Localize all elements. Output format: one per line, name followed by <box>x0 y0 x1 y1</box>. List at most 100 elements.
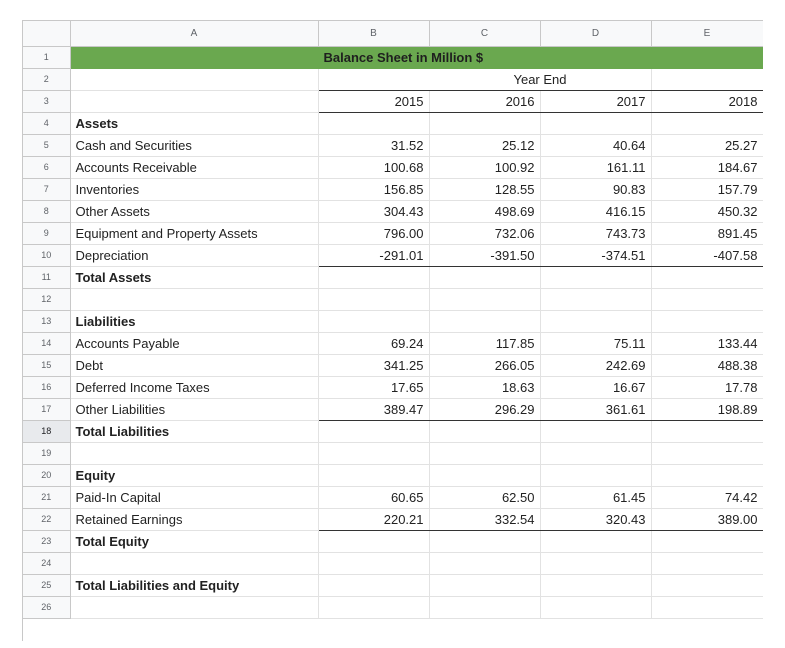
cell[interactable] <box>540 420 652 443</box>
cell[interactable] <box>651 266 763 289</box>
row-header[interactable]: 24 <box>23 552 71 575</box>
row-header[interactable]: 23 <box>23 530 71 553</box>
column-header-d[interactable]: D <box>540 21 652 47</box>
cell[interactable] <box>429 266 541 289</box>
cell[interactable] <box>651 112 763 135</box>
cell[interactable] <box>429 420 541 443</box>
value-cell[interactable]: 242.69 <box>540 354 652 377</box>
cell[interactable] <box>651 464 763 487</box>
row-label-cell[interactable]: Equipment and Property Assets <box>70 222 319 245</box>
value-cell[interactable]: 17.65 <box>318 376 430 399</box>
value-cell[interactable]: -407.58 <box>651 244 763 267</box>
value-cell[interactable]: 100.68 <box>318 156 430 179</box>
value-cell[interactable]: 891.45 <box>651 222 763 245</box>
value-cell[interactable]: 128.55 <box>429 178 541 201</box>
value-cell[interactable]: 17.78 <box>651 376 763 399</box>
value-cell[interactable]: 133.44 <box>651 332 763 355</box>
row-label-cell[interactable]: Inventories <box>70 178 319 201</box>
row-header[interactable]: 25 <box>23 574 71 597</box>
cell[interactable] <box>318 530 430 553</box>
cell[interactable] <box>318 442 430 465</box>
cell-d1[interactable] <box>540 46 652 69</box>
cell[interactable] <box>70 552 319 575</box>
value-cell[interactable]: 18.63 <box>429 376 541 399</box>
row-label-cell[interactable]: Retained Earnings <box>70 508 319 531</box>
value-cell[interactable]: 498.69 <box>429 200 541 223</box>
row-header[interactable]: 6 <box>23 156 71 179</box>
column-header-b[interactable]: B <box>318 21 430 47</box>
row-header[interactable]: 21 <box>23 486 71 509</box>
cell[interactable] <box>318 266 430 289</box>
row-header[interactable]: 2 <box>23 68 71 91</box>
cell[interactable] <box>429 288 541 311</box>
cell[interactable] <box>540 530 652 553</box>
row-header-selected[interactable]: 18 <box>23 420 71 443</box>
cell[interactable] <box>540 266 652 289</box>
cell[interactable] <box>318 552 430 575</box>
cell[interactable] <box>540 310 652 333</box>
value-cell[interactable]: 69.24 <box>318 332 430 355</box>
row-header[interactable]: 1 <box>23 46 71 69</box>
row-header[interactable]: 5 <box>23 134 71 157</box>
row-label-cell[interactable]: Accounts Receivable <box>70 156 319 179</box>
row-header[interactable]: 16 <box>23 376 71 399</box>
row-header[interactable]: 9 <box>23 222 71 245</box>
value-cell[interactable]: 161.11 <box>540 156 652 179</box>
column-header-a[interactable]: A <box>70 21 319 47</box>
cell[interactable] <box>318 310 430 333</box>
cell[interactable] <box>651 574 763 597</box>
cell[interactable] <box>429 112 541 135</box>
cell[interactable] <box>540 112 652 135</box>
cell[interactable] <box>318 574 430 597</box>
cell[interactable] <box>70 288 319 311</box>
value-cell[interactable]: 31.52 <box>318 134 430 157</box>
total-label-cell[interactable]: Total Liabilities and Equity <box>70 574 319 597</box>
row-label-cell[interactable]: Paid-In Capital <box>70 486 319 509</box>
value-cell[interactable]: 266.05 <box>429 354 541 377</box>
cell[interactable] <box>70 596 319 619</box>
total-label-cell[interactable]: Total Assets <box>70 266 319 289</box>
cell[interactable] <box>429 552 541 575</box>
cell[interactable] <box>318 420 430 443</box>
row-header[interactable]: 15 <box>23 354 71 377</box>
section-heading-cell[interactable]: Liabilities <box>70 310 319 333</box>
row-label-cell[interactable]: Cash and Securities <box>70 134 319 157</box>
year-header-cell[interactable]: 2015 <box>318 90 430 113</box>
value-cell[interactable]: 100.92 <box>429 156 541 179</box>
value-cell[interactable]: 304.43 <box>318 200 430 223</box>
value-cell[interactable]: 16.67 <box>540 376 652 399</box>
cell[interactable] <box>318 464 430 487</box>
value-cell[interactable]: 296.29 <box>429 398 541 421</box>
row-header[interactable]: 22 <box>23 508 71 531</box>
year-header-cell[interactable]: 2017 <box>540 90 652 113</box>
row-label-cell[interactable]: Debt <box>70 354 319 377</box>
row-header[interactable]: 10 <box>23 244 71 267</box>
cell[interactable] <box>540 596 652 619</box>
cell[interactable] <box>540 552 652 575</box>
row-header[interactable]: 12 <box>23 288 71 311</box>
row-label-cell[interactable]: Other Assets <box>70 200 319 223</box>
select-all-corner[interactable] <box>23 21 71 47</box>
value-cell[interactable]: 389.47 <box>318 398 430 421</box>
value-cell[interactable]: 117.85 <box>429 332 541 355</box>
row-header[interactable]: 26 <box>23 596 71 619</box>
column-header-c[interactable]: C <box>429 21 541 47</box>
cell[interactable] <box>540 442 652 465</box>
section-heading-cell[interactable]: Assets <box>70 112 319 135</box>
value-cell[interactable]: 732.06 <box>429 222 541 245</box>
cell[interactable] <box>651 442 763 465</box>
value-cell[interactable]: 488.38 <box>651 354 763 377</box>
row-header[interactable]: 20 <box>23 464 71 487</box>
cell[interactable] <box>429 464 541 487</box>
cell[interactable] <box>318 288 430 311</box>
value-cell[interactable]: 74.42 <box>651 486 763 509</box>
row-header[interactable]: 13 <box>23 310 71 333</box>
cell-b2[interactable] <box>318 68 429 91</box>
value-cell[interactable]: 743.73 <box>540 222 652 245</box>
value-cell[interactable]: 25.12 <box>429 134 541 157</box>
cell[interactable] <box>540 288 652 311</box>
year-header-cell[interactable]: 2018 <box>651 90 763 113</box>
cell[interactable] <box>318 112 430 135</box>
year-header-cell[interactable]: 2016 <box>429 90 541 113</box>
row-label-cell[interactable]: Other Liabilities <box>70 398 319 421</box>
